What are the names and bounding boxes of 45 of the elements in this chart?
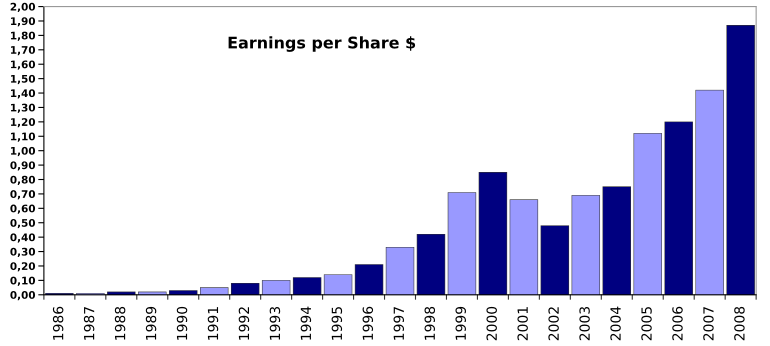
y-tick-label: 0,00 <box>10 291 36 300</box>
y-tick-label: 0,90 <box>10 161 36 171</box>
x-tick-label: 2000 <box>486 306 497 340</box>
text: Earnings per Share $ <box>228 36 416 52</box>
y-tick-label: 0,40 <box>10 233 36 243</box>
x-tick-label: 1986 <box>52 306 64 340</box>
x-tick-label: 1992 <box>238 307 250 340</box>
x-tick-label: 1987 <box>84 307 94 340</box>
y-tick-label: 0,60 <box>10 204 36 214</box>
y-tick-label: 1,00 <box>11 146 36 156</box>
x-tick-label: 1991 <box>208 307 218 340</box>
y-tick-label: 1,80 <box>11 32 36 41</box>
x-tick-label: 2005 <box>641 307 652 340</box>
y-tick-label: 1,30 <box>11 104 36 113</box>
x-tick-label: 2003 <box>579 307 590 340</box>
y-tick-label: 1,10 <box>11 132 36 142</box>
y-tick-label: 0,20 <box>10 262 36 272</box>
x-tick-label: 1989 <box>146 306 156 340</box>
y-tick-label: 0,80 <box>10 176 36 185</box>
x-tick-label: 1990 <box>176 306 188 340</box>
x-tick-label: 1997 <box>394 307 404 340</box>
x-tick-label: 1988 <box>114 306 126 340</box>
y-tick-label: 1,70 <box>11 46 36 56</box>
y-tick-label: 1,90 <box>11 17 36 26</box>
x-tick-label: 1998 <box>424 306 436 340</box>
y-tick-label: 0,30 <box>10 248 36 257</box>
y-tick-label: 1,20 <box>11 118 36 128</box>
y-tick-label: 0,10 <box>10 276 36 286</box>
x-tick-label: 1994 <box>300 306 312 340</box>
x-tick-label: 1993 <box>270 307 280 340</box>
y-tick-label: 0,50 <box>10 218 36 228</box>
x-tick-label: 1995 <box>332 307 342 340</box>
x-tick-label: 2002 <box>548 307 559 340</box>
x-tick-label: 2008 <box>734 306 745 340</box>
x-tick-label: 2004 <box>610 306 621 340</box>
y-tick-label: 0,70 <box>10 190 36 200</box>
y-tick-label: 1,40 <box>11 89 36 98</box>
x-tick-label: 2006 <box>672 306 683 340</box>
y-tick-label: 2,00 <box>10 2 36 12</box>
x-tick-label: 2007 <box>703 307 714 340</box>
x-tick-label: 1999 <box>455 306 466 340</box>
x-tick-label: 2001 <box>517 307 528 340</box>
x-tick-label: 1996 <box>362 306 374 340</box>
y-tick-label: 1,50 <box>11 74 36 84</box>
y-tick-label: 1,60 <box>11 60 36 70</box>
